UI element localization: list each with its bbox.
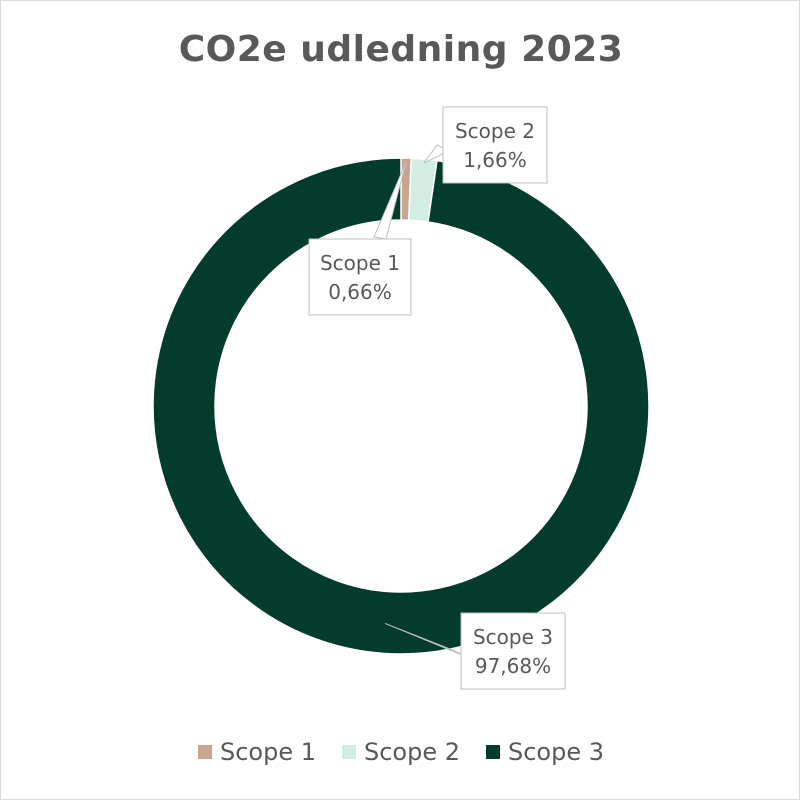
chart-title: CO2e udledning 2023 <box>178 29 624 70</box>
leader-line-scope-1 <box>373 161 407 240</box>
legend-item-scope-2: Scope 2 <box>341 738 460 766</box>
data-label-scope-1: Scope 1 0,66% <box>308 161 412 316</box>
slice-scope-3 <box>152 157 650 655</box>
data-label-box-scope-2 <box>442 106 548 184</box>
data-label-name-scope-3: Scope 3 <box>473 625 553 649</box>
legend-item-scope-1: Scope 1 <box>197 738 316 766</box>
data-label-name-scope-2: Scope 2 <box>455 119 535 143</box>
legend: Scope 1 Scope 2 Scope 3 <box>1 738 800 766</box>
data-label-name-scope-1: Scope 1 <box>320 251 400 275</box>
data-label-scope-2: Scope 2 1,66% <box>423 106 548 184</box>
data-label-value-scope-1: 0,66% <box>328 280 392 304</box>
data-label-box-scope-1 <box>308 238 412 316</box>
data-label-box-scope-3 <box>460 612 566 690</box>
data-label-value-scope-3: 97,68% <box>475 654 551 678</box>
legend-swatch-scope-1 <box>197 745 212 759</box>
legend-item-scope-3: Scope 3 <box>486 738 604 766</box>
legend-swatch-scope-3 <box>486 745 500 759</box>
legend-label-scope-1: Scope 1 <box>219 738 316 766</box>
data-label-scope-3: Scope 3 97,68% <box>384 612 566 690</box>
legend-label-scope-2: Scope 2 <box>363 738 460 766</box>
legend-label-scope-3: Scope 3 <box>508 738 605 766</box>
data-label-value-scope-2: 1,66% <box>463 148 527 172</box>
legend-swatch-scope-2 <box>341 745 356 759</box>
